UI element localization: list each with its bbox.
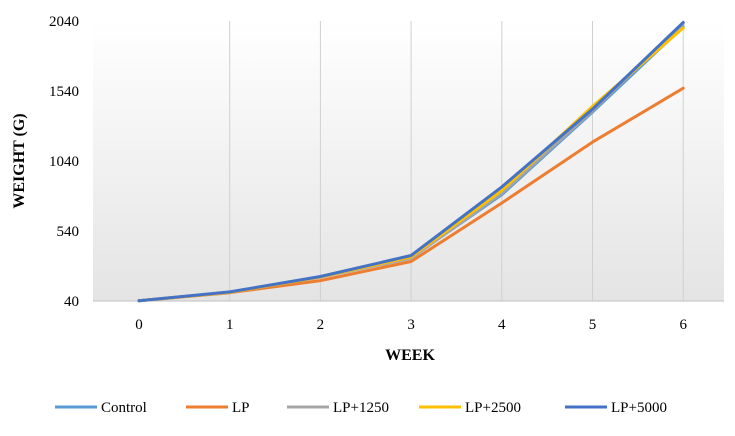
x-tick-label-3: 3 [407, 317, 415, 333]
series-lines [137, 20, 685, 303]
legend-label-control: Control [101, 400, 147, 416]
axes: 0 1 2 3 4 5 6 40 540 1040 1540 2040 [49, 14, 724, 333]
legend: Control LP LP+1250 LP+2500 LP+5000 [55, 400, 667, 416]
y-tick-label-1040: 1040 [49, 154, 79, 170]
y-tick-label-540: 540 [57, 224, 80, 240]
x-tick-label-0: 0 [135, 317, 143, 333]
plot-area [93, 21, 724, 301]
legend-label-lp-5000: LP+5000 [611, 400, 667, 416]
grid-lines [229, 21, 684, 301]
legend-label-lp-2500: LP+2500 [465, 400, 521, 416]
y-tick-label-40: 40 [64, 294, 79, 310]
x-tick-label-4: 4 [498, 317, 506, 333]
x-tick-label-2: 2 [317, 317, 325, 333]
x-tick-label-1: 1 [226, 317, 234, 333]
legend-label-lp: LP [232, 400, 250, 416]
series-line-lp-5000 [137, 20, 685, 303]
x-tick-label-5: 5 [589, 317, 597, 333]
legend-label-lp-1250: LP+1250 [333, 400, 389, 416]
x-tick-label-6: 6 [679, 317, 687, 333]
y-axis-title: WEIGHT (G) [11, 113, 28, 208]
y-tick-label-2040: 2040 [49, 14, 79, 30]
x-axis-title: WEEK [385, 347, 435, 364]
y-tick-label-1540: 1540 [49, 84, 79, 100]
